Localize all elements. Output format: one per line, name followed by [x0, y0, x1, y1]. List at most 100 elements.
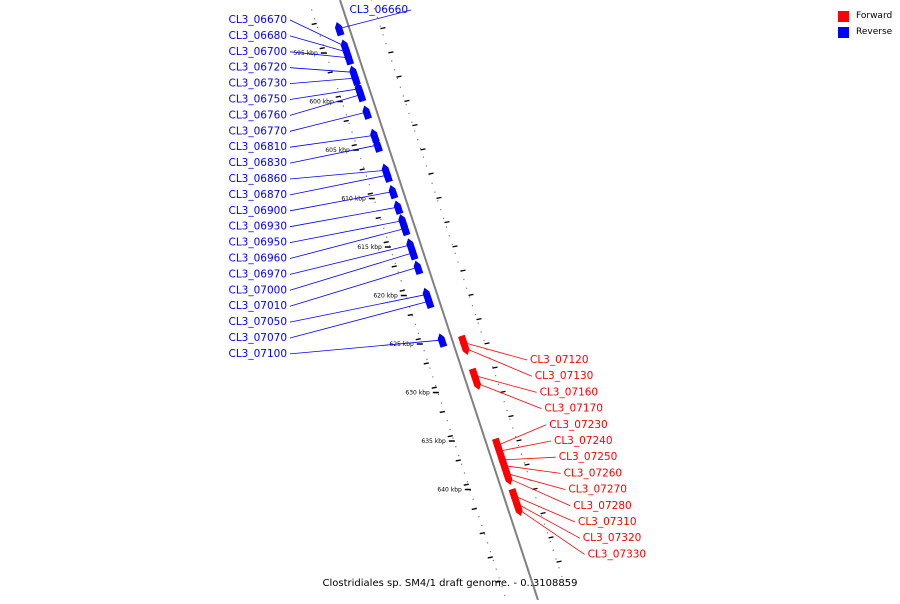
- gene-label-cl3_06720[interactable]: CL3_06720: [228, 62, 287, 74]
- gene-arrow-cl3_06830[interactable]: [373, 138, 383, 153]
- gene-leader-line: [516, 503, 580, 539]
- gene-label-cl3_06900[interactable]: CL3_06900: [228, 205, 287, 217]
- minor-tick-mark: [476, 317, 482, 321]
- gene-label-cl3_07230[interactable]: CL3_07230: [549, 419, 608, 431]
- gene-label-cl3_07130[interactable]: CL3_07130: [535, 370, 594, 382]
- gene-leader-line: [476, 382, 542, 409]
- minor-tick-mark: [540, 511, 546, 515]
- gene-label-cl3_06760[interactable]: CL3_06760: [228, 109, 287, 121]
- gene-arrow-cl3_06930[interactable]: [393, 200, 404, 215]
- gene-label-cl3_06730[interactable]: CL3_06730: [228, 78, 287, 90]
- gene-leader-line: [497, 424, 547, 446]
- gene-leader-line: [289, 35, 347, 53]
- gene-leader-line: [289, 244, 411, 275]
- gene-label-cl3_06860[interactable]: CL3_06860: [228, 173, 287, 185]
- gene-arrow-cl3_07070[interactable]: [424, 294, 435, 309]
- gene-label-cl3_07000[interactable]: CL3_07000: [228, 284, 287, 296]
- gene-leader-line: [474, 375, 537, 393]
- minor-tick-mark: [452, 245, 458, 248]
- minor-tick-mark: [460, 269, 466, 272]
- minor-tick-mark: [380, 26, 386, 30]
- gene-leader-line: [289, 339, 442, 355]
- gene-leader-line: [289, 77, 356, 84]
- gene-label-cl3_06680[interactable]: CL3_06680: [228, 30, 287, 42]
- gene-label-cl3_07120[interactable]: CL3_07120: [530, 354, 589, 366]
- gene-leader-line: [502, 456, 556, 461]
- gene-label-cl3_07330[interactable]: CL3_07330: [588, 548, 647, 560]
- gene-leader-line: [513, 495, 576, 523]
- gene-label-cl3_07100[interactable]: CL3_07100: [228, 348, 287, 360]
- kbp-tick-label: 615 kbp: [357, 244, 382, 251]
- kbp-tick-label: 630 kbp: [405, 390, 430, 397]
- gene-arrow-cl3_06870[interactable]: [383, 168, 393, 183]
- gene-label-cl3_07270[interactable]: CL3_07270: [568, 484, 627, 496]
- gene-leader-line: [289, 206, 398, 228]
- gene-label-cl3_07260[interactable]: CL3_07260: [564, 467, 623, 479]
- gene-label-cl3_07280[interactable]: CL3_07280: [573, 500, 632, 512]
- gene-arrow-cl3_07100[interactable]: [437, 333, 448, 348]
- gene-leader-line: [289, 169, 386, 180]
- gene-arrow-cl3_07000[interactable]: [408, 246, 419, 261]
- minor-tick-mark: [436, 196, 442, 200]
- gene-arrow-cl3_06660[interactable]: [334, 22, 345, 37]
- gene-label-cl3_06670[interactable]: CL3_06670: [228, 14, 287, 26]
- reverse-swatch: [838, 26, 849, 38]
- gene-arrow-cl3_06730[interactable]: [351, 71, 361, 86]
- gene-label-cl3_07160[interactable]: CL3_07160: [540, 386, 599, 398]
- minor-tick-mark: [423, 362, 429, 365]
- gene-arrow-cl3_07130[interactable]: [459, 340, 470, 355]
- gene-label-cl3_07320[interactable]: CL3_07320: [583, 532, 642, 544]
- gene-arrow-cl3_07170[interactable]: [471, 375, 481, 390]
- minor-tick-mark: [484, 342, 490, 345]
- gene-label-cl3_07010[interactable]: CL3_07010: [228, 300, 287, 312]
- gene-arrow-cl3_07010[interactable]: [413, 260, 424, 276]
- gene-label-cl3_06700[interactable]: CL3_06700: [228, 46, 287, 58]
- gene-label-cl3_07070[interactable]: CL3_07070: [228, 332, 287, 344]
- gene-arrow-cl3_06700[interactable]: [344, 51, 355, 66]
- legend-label-forward: Forward: [856, 11, 893, 21]
- gene-label-cl3_06870[interactable]: CL3_06870: [228, 189, 287, 201]
- gene-leader-line: [508, 477, 571, 507]
- gene-leader-line: [289, 294, 427, 323]
- kbp-tick-label: 600 kbp: [309, 99, 334, 106]
- gene-label-cl3_06960[interactable]: CL3_06960: [228, 253, 287, 265]
- gene-leader-line: [504, 465, 561, 474]
- gene-label-cl3_06750[interactable]: CL3_06750: [228, 94, 287, 106]
- gene-leader-line: [518, 509, 585, 555]
- gene-leader-line: [465, 347, 532, 377]
- gene-leader-line: [289, 252, 413, 291]
- gene-arrow-cl3_07280[interactable]: [502, 470, 513, 485]
- gene-leader-line: [289, 94, 361, 116]
- gene-label-cl3_07240[interactable]: CL3_07240: [554, 435, 613, 447]
- minor-tick-mark: [351, 144, 357, 147]
- gene-leader-line: [506, 473, 566, 490]
- gene-label-cl3_06970[interactable]: CL3_06970: [228, 268, 287, 280]
- gene-arrow-cl3_06900[interactable]: [388, 184, 399, 200]
- gene-label-cl3_06930[interactable]: CL3_06930: [228, 221, 287, 233]
- gene-label-cl3_06660[interactable]: CL3_06660: [349, 4, 408, 16]
- gene-leader-line: [289, 174, 388, 196]
- gene-arrow-cl3_06770[interactable]: [362, 105, 372, 120]
- minor-tick-mark: [311, 22, 317, 26]
- gene-leader-line: [289, 134, 375, 148]
- gene-label-cl3_06950[interactable]: CL3_06950: [228, 237, 287, 249]
- legend-item-reverse: Reverse: [838, 24, 892, 40]
- gene-label-cl3_07310[interactable]: CL3_07310: [578, 516, 637, 528]
- gene-leader-line: [289, 228, 405, 259]
- genome-axis-line: [339, 0, 539, 601]
- gene-arrow-cl3_06810[interactable]: [370, 128, 380, 144]
- gene-label-cl3_06810[interactable]: CL3_06810: [228, 141, 287, 153]
- gene-arrow-cl3_07330[interactable]: [513, 501, 523, 516]
- kbp-tick-label: 625 kbp: [389, 341, 414, 348]
- gene-label-cl3_06770[interactable]: CL3_06770: [228, 125, 287, 137]
- gene-arrow-cl3_06960[interactable]: [400, 221, 411, 237]
- kbp-tick-label: 620 kbp: [373, 293, 398, 300]
- gene-label-cl3_06830[interactable]: CL3_06830: [228, 157, 287, 169]
- gene-arrow-cl3_06760[interactable]: [356, 87, 367, 103]
- gene-label-cl3_07050[interactable]: CL3_07050: [228, 316, 287, 328]
- gene-label-cl3_07170[interactable]: CL3_07170: [544, 403, 603, 415]
- gene-label-cl3_07250[interactable]: CL3_07250: [559, 451, 618, 463]
- minor-tick-mark: [500, 390, 506, 394]
- minor-tick-mark: [335, 95, 341, 98]
